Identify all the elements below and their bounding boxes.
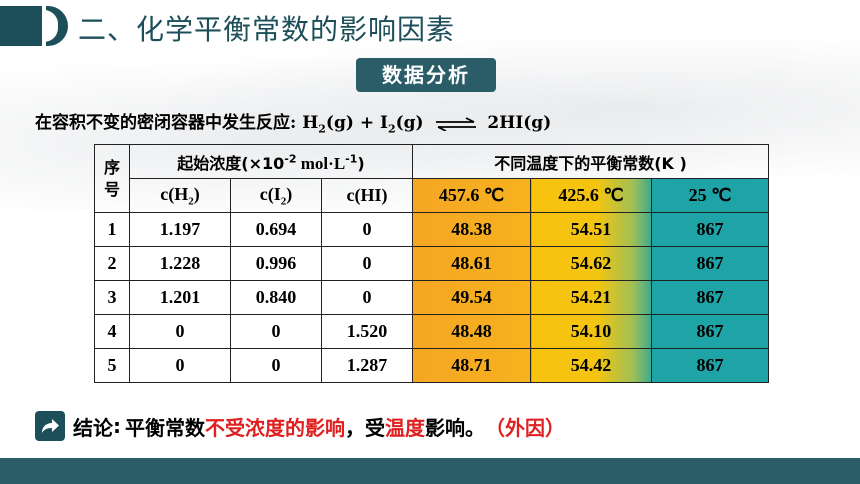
row-index: 1 xyxy=(94,212,130,247)
table-row: 2 1.228 0.996 0 48.61 54.62 867 xyxy=(94,246,769,281)
cell-h2: 1.201 xyxy=(129,280,231,315)
table-row: 5 0 0 1.287 48.71 54.42 867 xyxy=(94,348,769,383)
cell-h2: 1.197 xyxy=(129,212,231,247)
cell-k-temp3: 867 xyxy=(651,212,769,247)
reaction-statement: 在容积不变的密闭容器中发生反应: H2(g) + I2(g) 2HI(g) xyxy=(35,108,551,135)
reactant-h2: H2(g) + I2(g) xyxy=(302,113,424,136)
conclusion-part1: 平衡常数 xyxy=(125,415,205,440)
table-row: 1 1.197 0.694 0 48.38 54.51 867 xyxy=(94,212,769,247)
cell-k-temp1: 48.61 xyxy=(412,246,531,281)
reaction-colon: : xyxy=(290,113,297,133)
product-hi: 2HI(g) xyxy=(487,113,552,133)
cell-k-temp2: 54.62 xyxy=(530,246,652,281)
conclusion-part5: 影响。 xyxy=(425,415,485,440)
table-header-row-2: c(H2) c(I2) c(HI) 457.6 ℃ 425.6 ℃ 25 ℃ xyxy=(95,178,769,213)
table-row: 4 0 0 1.520 48.48 54.10 867 xyxy=(94,314,769,349)
col-header-hi: c(HI) xyxy=(321,178,413,213)
cell-k-temp2: 54.42 xyxy=(530,348,652,383)
cell-k-temp3: 867 xyxy=(651,314,769,349)
row-index: 2 xyxy=(94,246,130,281)
cell-hi: 0 xyxy=(321,212,413,247)
col-header-h2: c(H2) xyxy=(129,178,231,213)
cell-hi: 0 xyxy=(321,246,413,281)
cell-k-temp2: 54.51 xyxy=(530,212,652,247)
row-index: 4 xyxy=(94,314,130,349)
table-row: 3 1.201 0.840 0 49.54 54.21 867 xyxy=(94,280,769,315)
cell-k-temp1: 48.71 xyxy=(412,348,531,383)
concentration-header: 起始浓度(×10-2 mol·L-1) xyxy=(129,144,413,179)
col-header-temp2: 425.6 ℃ xyxy=(530,178,652,213)
cell-k-temp1: 49.54 xyxy=(412,280,531,315)
row-index: 3 xyxy=(94,280,130,315)
title-bar: 二、化学平衡常数的影响因素 xyxy=(0,0,860,58)
table-header-row-1: 序号 起始浓度(×10-2 mol·L-1) 不同温度下的平衡常数(K ) xyxy=(94,144,769,213)
cell-k-temp2: 54.21 xyxy=(530,280,652,315)
cell-i2: 0 xyxy=(230,348,322,383)
cell-i2: 0.840 xyxy=(230,280,322,315)
k-header: 不同温度下的平衡常数(K ) xyxy=(412,144,769,179)
index-header: 序号 xyxy=(94,144,130,213)
page-title: 二、化学平衡常数的影响因素 xyxy=(78,13,456,46)
cell-i2: 0 xyxy=(230,314,322,349)
cell-hi: 1.520 xyxy=(321,314,413,349)
col-header-i2: c(I2) xyxy=(230,178,322,213)
cell-k-temp3: 867 xyxy=(651,348,769,383)
cell-h2: 0 xyxy=(129,314,231,349)
cell-k-temp1: 48.38 xyxy=(412,212,531,247)
title-decor-block xyxy=(0,6,42,46)
conclusion-colon: : xyxy=(113,414,121,438)
cell-hi: 0 xyxy=(321,280,413,315)
cell-k-temp3: 867 xyxy=(651,280,769,315)
cell-h2: 0 xyxy=(129,348,231,383)
equilibrium-data-table: 序号 起始浓度(×10-2 mol·L-1) 不同温度下的平衡常数(K ) c(… xyxy=(94,144,769,383)
cell-i2: 0.694 xyxy=(230,212,322,247)
cell-k-temp3: 867 xyxy=(651,246,769,281)
section-badge: 数据分析 xyxy=(356,58,496,92)
conclusion-label: 结论 xyxy=(73,415,113,440)
reaction-prefix: 在容积不变的密闭容器中发生反应 xyxy=(35,113,290,133)
cell-i2: 0.996 xyxy=(230,246,322,281)
row-index: 5 xyxy=(94,348,130,383)
conclusion-part3: ，受 xyxy=(345,415,385,440)
conclusion: 结论: 平衡常数 不受浓度的影响 ，受 温度 影响。 （外因） xyxy=(35,409,565,443)
col-header-temp3: 25 ℃ xyxy=(651,178,769,213)
cell-k-temp1: 48.48 xyxy=(412,314,531,349)
cell-h2: 1.228 xyxy=(129,246,231,281)
equilibrium-arrow-icon xyxy=(435,116,476,131)
col-header-temp1: 457.6 ℃ xyxy=(412,178,531,213)
title-decor-notch-inner xyxy=(44,10,58,42)
share-arrow-icon xyxy=(35,411,65,441)
cell-hi: 1.287 xyxy=(321,348,413,383)
cell-k-temp2: 54.10 xyxy=(530,314,652,349)
footer-bar xyxy=(0,458,860,484)
conclusion-part2: 不受浓度的影响 xyxy=(205,415,345,440)
conclusion-part4: 温度 xyxy=(385,415,425,440)
conclusion-part6: （外因） xyxy=(485,415,565,440)
